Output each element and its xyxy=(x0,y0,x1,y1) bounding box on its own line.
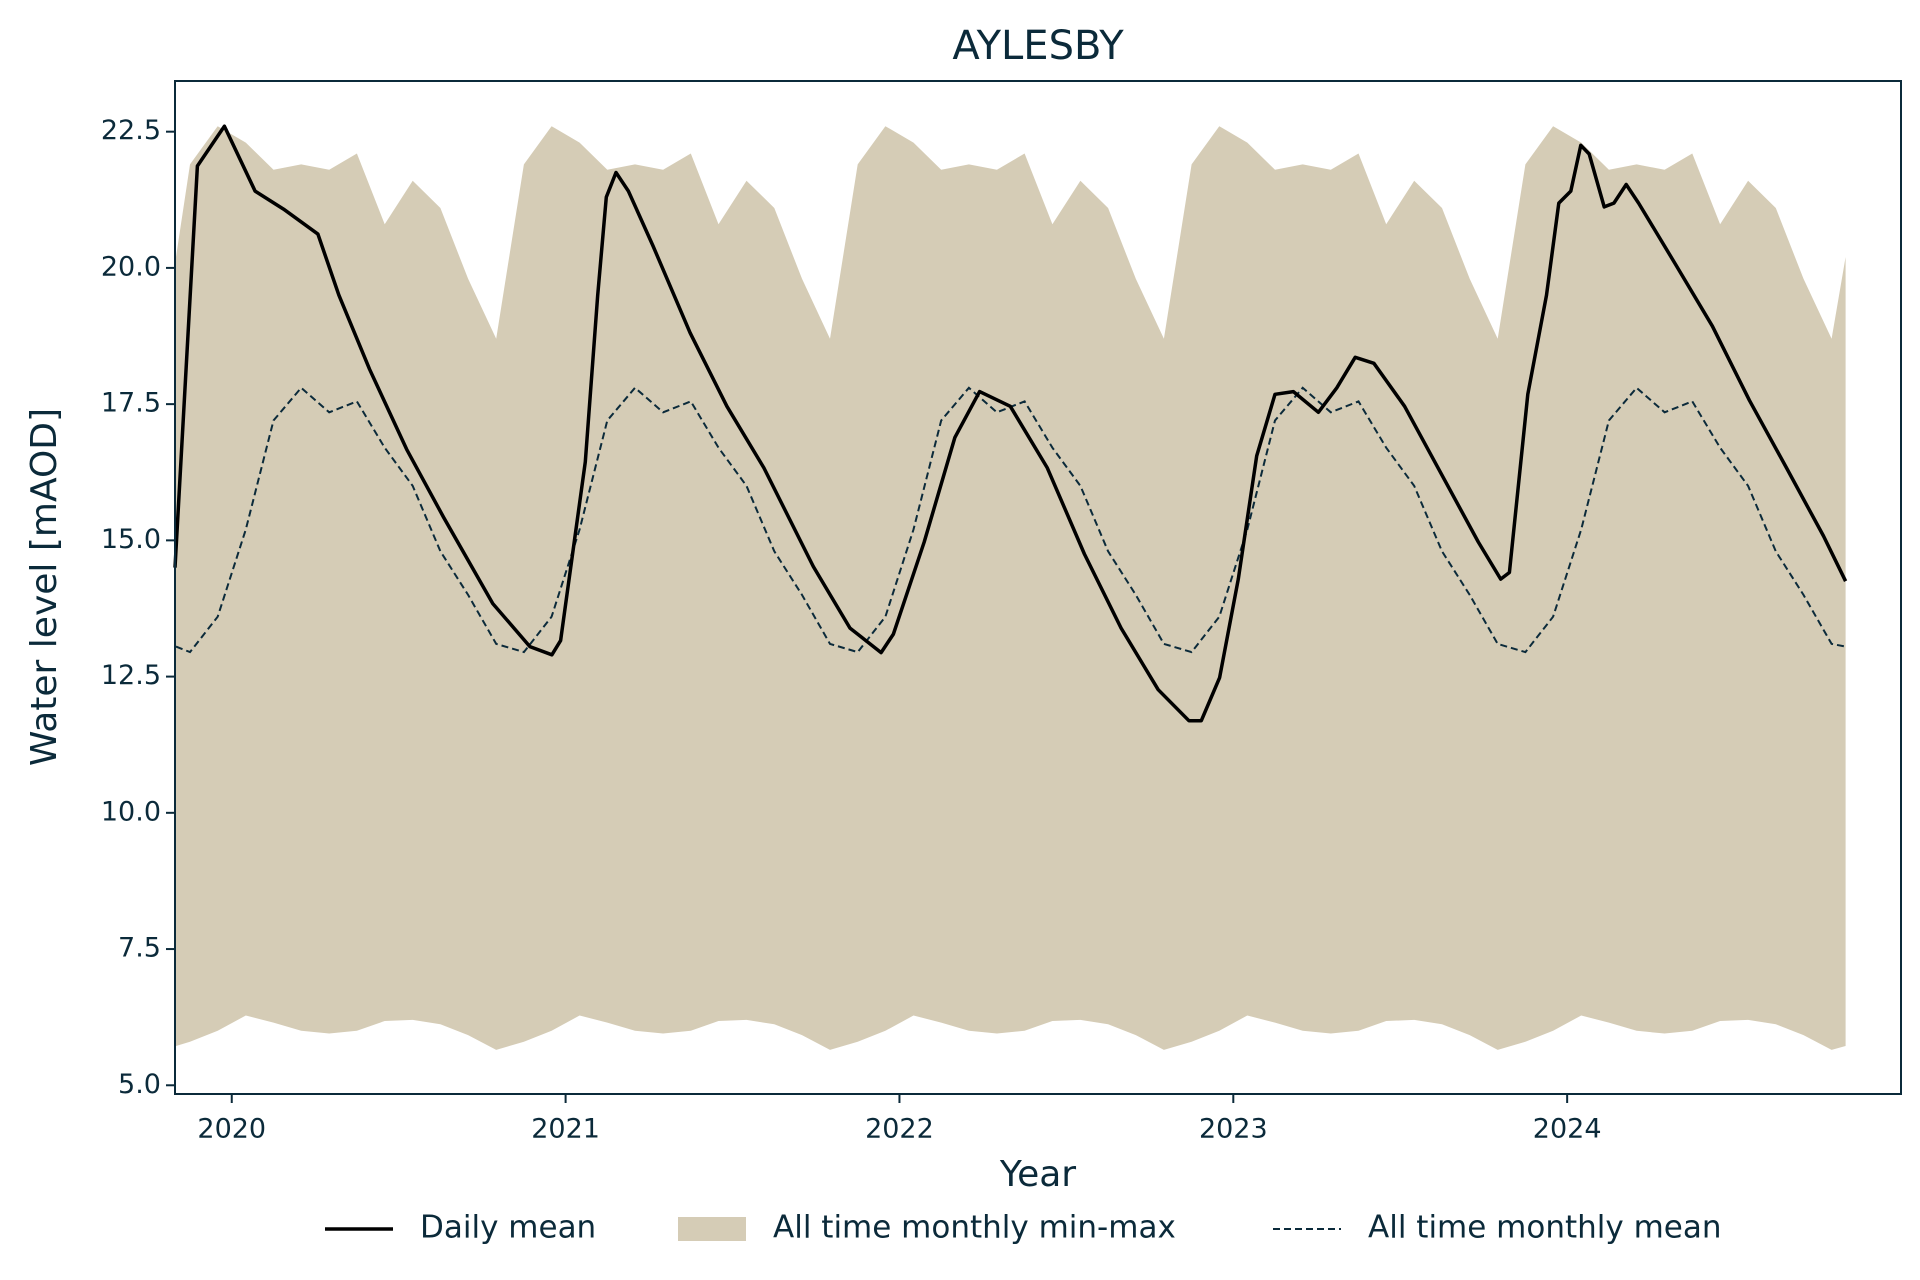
chart-title: AYLESBY xyxy=(952,23,1124,69)
y-tick-label: 12.5 xyxy=(101,660,161,691)
daily-mean-line xyxy=(173,124,1848,723)
y-axis-label: Water level [mAOD] xyxy=(24,408,65,766)
y-tick-label: 15.0 xyxy=(101,524,161,555)
legend-label: All time monthly min-max xyxy=(773,1210,1176,1246)
x-tick-label: 2021 xyxy=(531,1114,600,1145)
x-tick-label: 2020 xyxy=(197,1114,266,1145)
y-tick-label: 5.0 xyxy=(118,1069,161,1100)
plot-frame xyxy=(174,80,1902,1095)
y-tick-label: 20.0 xyxy=(101,251,161,282)
x-tick-label: 2024 xyxy=(1533,1114,1602,1145)
x-tick-label: 2022 xyxy=(865,1114,934,1145)
y-tick-label: 10.0 xyxy=(101,796,161,827)
y-tick-label: 17.5 xyxy=(101,388,161,419)
y-tick-label: 7.5 xyxy=(118,933,161,964)
x-tick-label: 2023 xyxy=(1199,1114,1268,1145)
min-max-band xyxy=(176,126,1846,1050)
legend-label: Daily mean xyxy=(420,1210,596,1246)
legend-swatch xyxy=(678,1217,746,1241)
y-tick-label: 22.5 xyxy=(101,115,161,146)
legend-label: All time monthly mean xyxy=(1368,1210,1722,1246)
x-axis-label: Year xyxy=(999,1154,1076,1195)
